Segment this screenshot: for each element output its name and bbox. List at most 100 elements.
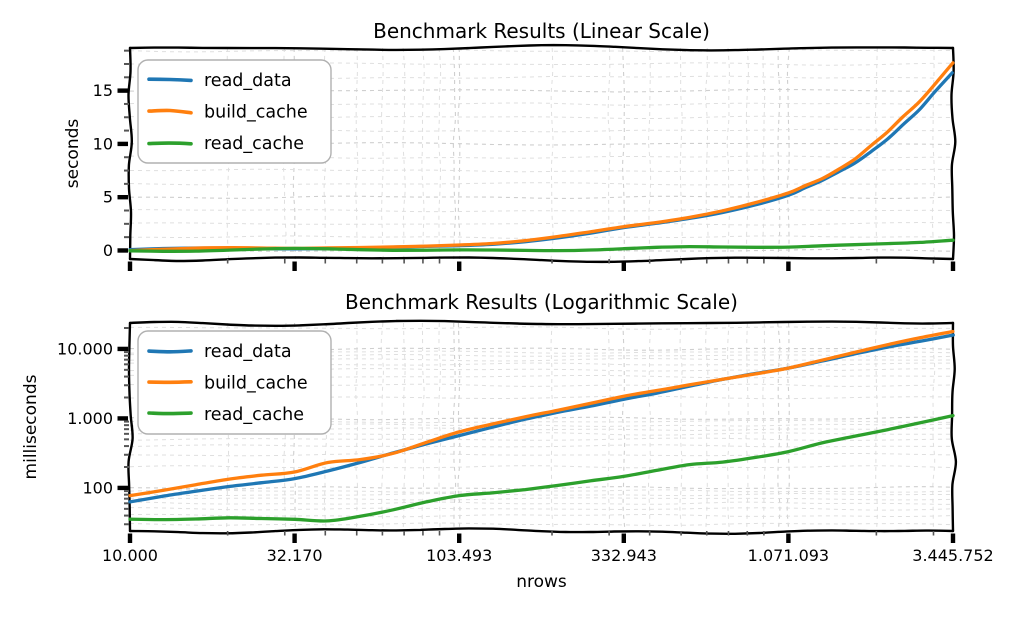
y-axis-label: seconds	[63, 119, 83, 189]
x-minor-tick	[763, 531, 765, 536]
plot-log: 10.000 32.170 103.493 332.943 1.071.093 3.445…	[21, 290, 994, 592]
grid-major-line	[622, 47, 625, 260]
y-tick-label: 10	[93, 134, 113, 153]
x-minor-tick	[283, 531, 286, 536]
y-minor-tick	[124, 523, 129, 526]
grid-minor-line	[402, 322, 406, 532]
y-tick-label: 10.000	[57, 339, 113, 358]
y-tick-label: 5	[103, 188, 113, 207]
grid-minor-line	[129, 522, 954, 526]
grid-minor-line	[129, 489, 954, 493]
x-major-tick	[127, 533, 133, 543]
series-lines	[128, 329, 955, 523]
y-minor-tick	[124, 396, 129, 399]
grid-minor-line	[931, 47, 935, 260]
y-minor-tick	[124, 438, 129, 441]
x-major-tick	[292, 261, 297, 271]
x-major-tick	[292, 533, 297, 543]
grid-minor-line	[607, 47, 611, 260]
x-minor-tick	[680, 259, 682, 264]
legend-box	[137, 59, 332, 164]
grid-minor-line	[727, 322, 730, 532]
y-minor-tick	[124, 502, 129, 505]
legend-line-build_cache	[147, 108, 193, 115]
y-minor-tick	[124, 116, 129, 119]
grid-major-line	[452, 322, 457, 532]
y-major-tick	[117, 248, 128, 253]
y-minor-tick	[124, 182, 129, 185]
grid-minor-line	[762, 322, 766, 532]
grid-major-line	[452, 47, 457, 260]
series-line-read_cache	[128, 413, 955, 523]
y-minor-tick	[124, 445, 129, 448]
grid-minor-line	[129, 208, 954, 213]
x-major-tick	[950, 261, 956, 271]
legend-label-read_data: read_data	[204, 71, 292, 91]
legend-box	[137, 330, 332, 435]
y-tick-label: 1.000	[67, 409, 113, 428]
grid-minor-line	[129, 501, 954, 505]
y-minor-tick	[124, 493, 129, 496]
x-minor-tick	[727, 531, 730, 536]
y-minor-tick	[124, 375, 129, 378]
y-minor-tick	[124, 129, 129, 132]
y-minor-tick	[124, 62, 129, 65]
grid-minor-line	[129, 168, 954, 173]
legend-label-build_cache: build_cache	[204, 374, 308, 394]
x-minor-tick	[355, 259, 358, 264]
grid-minor-line	[550, 322, 554, 532]
y-tick-label: 15	[93, 81, 113, 100]
x-minor-tick	[608, 259, 610, 264]
grid-minor-line	[438, 47, 442, 260]
legend-entry-read_cache: read_cache	[147, 134, 304, 154]
grid-minor-line	[381, 47, 384, 260]
grid-minor-line	[129, 513, 954, 518]
grid-minor-line	[355, 47, 359, 260]
x-minor-tick	[763, 259, 765, 264]
y-minor-tick	[124, 169, 129, 172]
y-tick-label: 100	[82, 478, 113, 497]
x-minor-tick	[932, 259, 935, 264]
x-minor-tick	[283, 259, 286, 264]
y-minor-tick	[124, 432, 129, 435]
grid-minor-line	[402, 47, 406, 259]
grid-major-line	[777, 47, 781, 260]
grid-major-line	[457, 322, 461, 532]
y-minor-tick	[124, 424, 129, 427]
y-major-tick	[117, 485, 128, 491]
x-minor-tick	[381, 259, 384, 264]
axis-spine	[128, 319, 955, 328]
grid-minor-line	[874, 47, 878, 260]
legend-entry-build_cache: build_cache	[147, 103, 308, 123]
y-minor-tick	[124, 514, 129, 517]
grid-minor-line	[129, 465, 954, 469]
x-minor-tick	[403, 259, 405, 264]
legend-line-build_cache	[147, 380, 193, 385]
grid-minor-line	[762, 47, 766, 260]
legend-entry-read_data: read_data	[147, 342, 292, 362]
x-major-tick	[456, 533, 462, 543]
y-minor-tick	[124, 236, 129, 239]
x-minor-tick	[403, 531, 405, 536]
grid-major-line	[129, 195, 954, 200]
tick-marks	[117, 49, 956, 271]
grid-minor-line	[421, 322, 425, 532]
grid-major-line	[622, 322, 626, 532]
legend-label-build_cache: build_cache	[204, 103, 308, 123]
grid-minor-line	[129, 452, 954, 457]
x-minor-tick	[438, 259, 441, 264]
grid-minor-line	[705, 322, 709, 532]
y-minor-tick	[124, 222, 129, 225]
y-major-tick	[117, 141, 128, 147]
x-minor-tick	[705, 531, 708, 536]
grid-minor-line	[129, 326, 954, 330]
y-major-tick	[117, 346, 128, 352]
x-tick-label: 103.493	[426, 546, 492, 565]
series-line-read_cache	[128, 238, 955, 253]
x-minor-tick	[355, 531, 358, 536]
y-minor-tick	[124, 354, 129, 357]
grid-minor-line	[129, 48, 954, 53]
x-minor-tick	[705, 259, 708, 264]
grid-minor-line	[704, 47, 709, 260]
grid-minor-line	[129, 182, 954, 186]
